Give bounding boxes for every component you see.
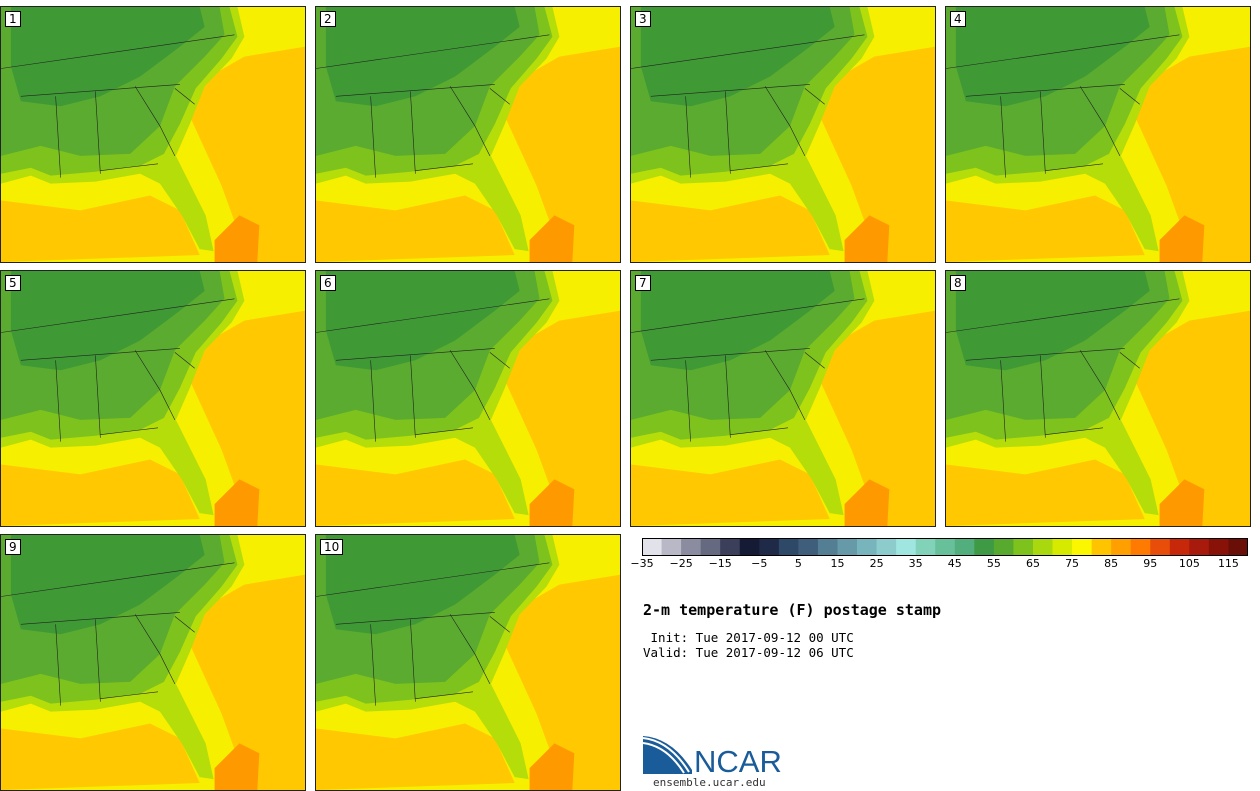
colorbar-tick-label: 45 [947,557,962,570]
colorbar-segment [720,538,741,556]
member-panel: 3 [630,6,936,263]
colorbar-tick-label: 5 [794,557,802,570]
colorbar-tick-label: 35 [908,557,923,570]
member-number: 2 [320,11,336,27]
colorbar-segment [1189,538,1210,556]
member-panel: 6 [315,270,621,527]
colorbar-segment [837,538,858,556]
colorbar-segment [1013,538,1034,556]
member-number: 1 [5,11,21,27]
member-panel: 5 [0,270,306,527]
temperature-map [1,271,305,526]
colorbar-segment [915,538,936,556]
colorbar-segment [1228,538,1248,556]
colorbar-segment [876,538,897,556]
init-time: Init: Tue 2017-09-12 00 UTC [643,630,854,645]
member-number: 3 [635,11,651,27]
colorbar-tick-label: −5 [751,557,768,570]
member-number: 6 [320,275,336,291]
colorbar-segment [896,538,917,556]
colorbar-tick-label: −15 [708,557,732,570]
member-panel: 4 [945,6,1251,263]
logo-url: ensemble.ucar.edu [653,776,766,789]
member-panel: 9 [0,534,306,791]
colorbar-segment [1091,538,1112,556]
colorbar-tick-label: 95 [1143,557,1158,570]
colorbar-segment [700,538,721,556]
colorbar-segment [642,538,662,556]
colorbar-segment [1032,538,1053,556]
colorbar-segment [681,538,702,556]
temperature-map [1,7,305,262]
colorbar-segment [954,538,975,556]
colorbar-tick-label: −35 [630,557,654,570]
colorbar-tick-label: 85 [1104,557,1119,570]
colorbar-segment [993,538,1014,556]
temperature-map [946,271,1250,526]
colorbar-segment [1072,538,1093,556]
colorbar-tick-label: 105 [1178,557,1200,570]
member-number: 10 [320,539,344,555]
colorbar-frame [642,538,1248,556]
colorbar-tick-label: 25 [869,557,884,570]
colorbar-tick-label: −25 [669,557,693,570]
colorbar-segment [778,538,799,556]
valid-time: Valid: Tue 2017-09-12 06 UTC [643,645,854,660]
plot-title: 2-m temperature (F) postage stamp [643,601,942,619]
member-number: 5 [5,275,21,291]
colorbar-tick-label: 75 [1065,557,1080,570]
ncar-logo-wordmark: NCAR [694,744,782,779]
colorbar-segment [759,538,780,556]
colorbar-tick-label: 15 [830,557,845,570]
member-number: 7 [635,275,651,291]
colorbar-segment [798,538,819,556]
temperature-map [316,535,620,790]
colorbar-segment [857,538,877,556]
temperature-map [946,7,1250,262]
member-panel: 7 [630,270,936,527]
colorbar-segment [1169,538,1190,556]
colorbar-segment [817,538,838,556]
temperature-map [631,271,935,526]
ncar-logo: NCAR [642,736,782,779]
member-panel: 1 [0,6,306,263]
colorbar-segment [935,538,956,556]
colorbar-tick-label: 55 [986,557,1001,570]
temperature-map [631,7,935,262]
colorbar-segment [1052,538,1073,556]
member-number: 4 [950,11,966,27]
member-panel: 2 [315,6,621,263]
colorbar-segment [1130,538,1151,556]
colorbar-segment [1150,538,1171,556]
member-number: 8 [950,275,966,291]
temperature-map [1,535,305,790]
colorbar-segment [974,538,995,556]
temperature-colorbar [642,538,1248,556]
colorbar-segment [661,538,682,556]
colorbar-tick-label: 65 [1025,557,1040,570]
colorbar-segment [739,538,760,556]
member-panel: 10 [315,534,621,791]
colorbar-segment [1111,538,1132,556]
temperature-map [316,271,620,526]
member-panel: 8 [945,270,1251,527]
colorbar-tick-label: 115 [1217,557,1239,570]
colorbar-segment [1208,538,1229,556]
member-number: 9 [5,539,21,555]
temperature-map [316,7,620,262]
